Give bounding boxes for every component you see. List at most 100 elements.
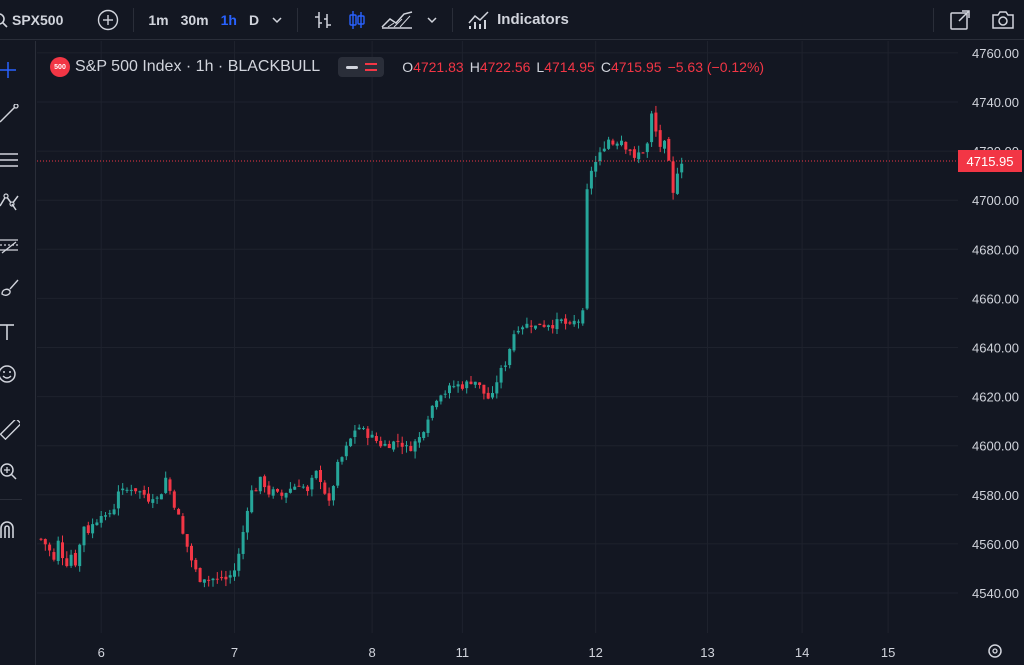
price-axis[interactable]: 4540.00 4560.00 4580.00 4600.00 4620.00 4640.… <box>972 46 1019 601</box>
candles-style-button[interactable] <box>340 4 374 36</box>
pattern-icon <box>0 193 19 211</box>
magnet-tool[interactable] <box>0 515 22 545</box>
candle-body <box>185 534 189 547</box>
candle-body <box>439 395 443 402</box>
toolbar-separator <box>133 7 135 32</box>
candle-body <box>306 486 310 492</box>
candle-body <box>430 405 434 418</box>
emoji-tool[interactable] <box>0 359 22 389</box>
candle-body <box>211 578 215 581</box>
bar-style-button[interactable] <box>306 4 340 36</box>
candle-body <box>357 427 361 430</box>
candle-body <box>473 381 477 385</box>
candle-body <box>469 381 473 384</box>
y-tick-label: 4560.00 <box>972 537 1019 552</box>
candle-body <box>645 143 649 153</box>
high-label: H <box>469 59 480 75</box>
time-axis[interactable]: 6 7 8 11 12 13 14 15 <box>98 645 896 660</box>
candle-body <box>396 440 400 442</box>
candle-body <box>409 445 413 452</box>
change-value: −5.63 (−0.12%) <box>667 59 765 75</box>
chevron-down-icon <box>427 16 437 23</box>
candle-body <box>39 538 43 540</box>
interval-30m[interactable]: 30m <box>180 11 209 28</box>
candle-body <box>516 330 520 333</box>
candle-body <box>572 320 576 325</box>
candle-body <box>56 540 60 561</box>
indicators-label: Indicators <box>497 11 569 28</box>
candle-body <box>73 552 77 566</box>
x-tick-label: 14 <box>795 645 809 660</box>
close-label: C <box>600 59 611 75</box>
candle-body <box>349 438 353 447</box>
interval-d[interactable]: D <box>248 11 260 28</box>
candle-body <box>108 513 112 515</box>
candle-body <box>379 440 383 447</box>
candle-body <box>284 493 288 498</box>
add-symbol-icon <box>98 9 119 30</box>
candle-body <box>172 491 176 508</box>
bar-style-icon <box>315 11 332 28</box>
candle-body <box>555 319 559 330</box>
candle-body <box>142 489 146 495</box>
candle-body <box>400 442 404 447</box>
search-icon <box>0 12 8 28</box>
zoom-in-tool[interactable] <box>0 457 22 487</box>
text-tool[interactable] <box>0 317 22 347</box>
candle-body <box>288 488 292 493</box>
candle-body <box>297 485 301 487</box>
candle-body <box>465 381 469 389</box>
candle-body <box>620 140 623 146</box>
zoom-in-icon <box>0 463 17 480</box>
candle-body <box>499 367 503 383</box>
interval-1m[interactable]: 1m <box>148 11 169 28</box>
candle-body <box>568 322 572 324</box>
pattern-tool[interactable] <box>0 187 22 217</box>
toolbar-separator <box>297 7 299 32</box>
candle-body <box>52 552 56 560</box>
trendline-tool[interactable] <box>0 99 22 129</box>
crosshair-tool[interactable] <box>0 55 22 85</box>
indicators-button[interactable]: Indicators <box>461 4 575 36</box>
y-tick-label: 4740.00 <box>972 95 1019 110</box>
candle-body <box>460 384 464 389</box>
candle-body <box>589 170 593 189</box>
area-style-button[interactable] <box>374 4 420 36</box>
axis-settings-button[interactable] <box>988 644 1002 658</box>
candle-body <box>435 400 439 408</box>
candle-body <box>602 148 606 152</box>
text-icon <box>0 324 14 340</box>
x-tick-label: 15 <box>881 645 895 660</box>
candle-body <box>478 382 482 385</box>
candle-body <box>258 476 262 492</box>
candle-body <box>48 544 52 551</box>
candle-body <box>228 575 232 578</box>
interval-1h[interactable]: 1h <box>220 11 237 28</box>
screenshot-button[interactable] <box>984 4 1022 36</box>
candle-body <box>392 441 396 450</box>
symbol-search[interactable]: SPX500 <box>0 0 63 40</box>
brush-tool[interactable] <box>0 273 22 303</box>
add-symbol-button[interactable] <box>91 4 125 36</box>
chart-type-dropdown-button[interactable] <box>420 4 444 36</box>
crosshair-icon <box>0 62 16 78</box>
candle-body <box>116 491 120 509</box>
ruler-icon <box>0 420 20 440</box>
y-tick-label: 4640.00 <box>972 341 1019 356</box>
fib-tool[interactable] <box>0 231 22 261</box>
chart-title[interactable]: S&P 500 Index · 1h · BLACKBULL <box>75 58 321 75</box>
candle-body <box>82 526 86 546</box>
interval-dropdown-button[interactable] <box>265 4 289 36</box>
candle-body <box>353 430 357 437</box>
chart-grid <box>37 41 958 633</box>
candle-body <box>637 152 641 160</box>
candle-body <box>426 419 430 433</box>
legend-toggle[interactable] <box>338 57 385 77</box>
ruler-tool[interactable] <box>0 415 22 445</box>
horizontal-lines-tool[interactable] <box>0 145 22 175</box>
candle-body <box>577 321 580 323</box>
candle-body <box>181 516 185 534</box>
candle-body <box>138 491 142 493</box>
fullscreen-button[interactable] <box>942 4 978 36</box>
